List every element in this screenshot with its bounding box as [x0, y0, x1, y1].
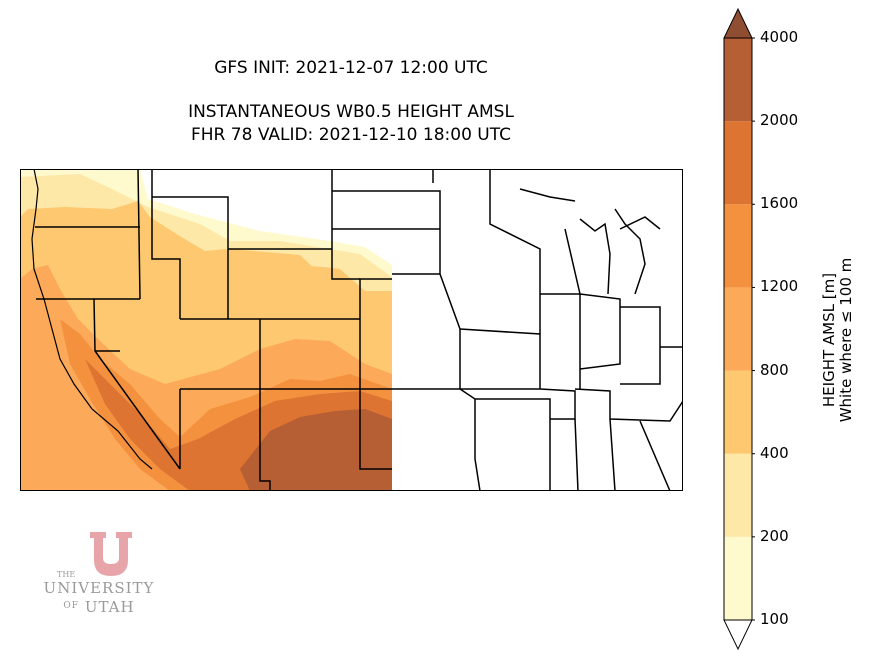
colorbar-extend-min: [723, 619, 753, 651]
colorbar-band-1600: [724, 121, 752, 205]
colorbar-label-main: HEIGHT AMSL [m]: [820, 272, 838, 408]
logo-university: UNIVERSITY: [43, 579, 155, 597]
colorbar-label-note: White where ≤ 100 m: [837, 257, 855, 423]
colorbar-band-2000: [724, 38, 752, 122]
state-borders: [35, 169, 683, 491]
colorbar-label-1200: 1200: [760, 277, 799, 296]
coastline-west: [31, 169, 153, 470]
border-east: [432, 169, 683, 491]
colorbar-label-100: 100: [760, 610, 789, 628]
coast-lakes: [519, 188, 661, 295]
colorbar-band-100: [724, 536, 752, 620]
colorbar-band-800: [724, 287, 752, 371]
colorbar-band-1200: [724, 204, 752, 288]
logo-the: THE: [57, 570, 76, 579]
logo-utah: UTAH: [84, 598, 135, 616]
border-mountain: [151, 169, 360, 320]
contour-fills: [20, 169, 683, 491]
init-time-title: GFS INIT: 2021-12-07 12:00 UTC: [214, 58, 488, 78]
field-title: INSTANTANEOUS WB0.5 HEIGHT AMSL: [188, 102, 514, 122]
block-u-icon: [90, 532, 132, 576]
contour-400-blob: [230, 249, 320, 277]
colorbar-extend-max: [723, 7, 753, 39]
colorbar-label-200: 200: [760, 526, 789, 545]
border-plains: [332, 190, 683, 491]
colorbar-outline: [723, 37, 753, 621]
valid-time-title: FHR 78 VALID: 2021-12-10 18:00 UTC: [191, 125, 511, 145]
colorbar-band-400: [724, 370, 752, 454]
border-west-north: [35, 169, 392, 491]
colorbar-label-4000: 4000: [760, 28, 799, 46]
colorbar-label-1600: 1600: [760, 194, 799, 213]
map-frame: [20, 169, 683, 491]
contour-2000: [240, 409, 392, 491]
colorbar-label-400: 400: [760, 443, 789, 462]
colorbar: [723, 7, 755, 651]
colorbar-label-2000: 2000: [760, 111, 799, 130]
colorbar-band-200: [724, 453, 752, 537]
colorbar-label-800: 800: [760, 360, 789, 379]
map-panel: [20, 169, 683, 491]
university-of-utah-logo: THE UNIVERSITY OF UTAH: [40, 528, 165, 620]
logo-of-utah: OF UTAH: [40, 598, 158, 616]
logo-of: OF: [63, 601, 80, 611]
